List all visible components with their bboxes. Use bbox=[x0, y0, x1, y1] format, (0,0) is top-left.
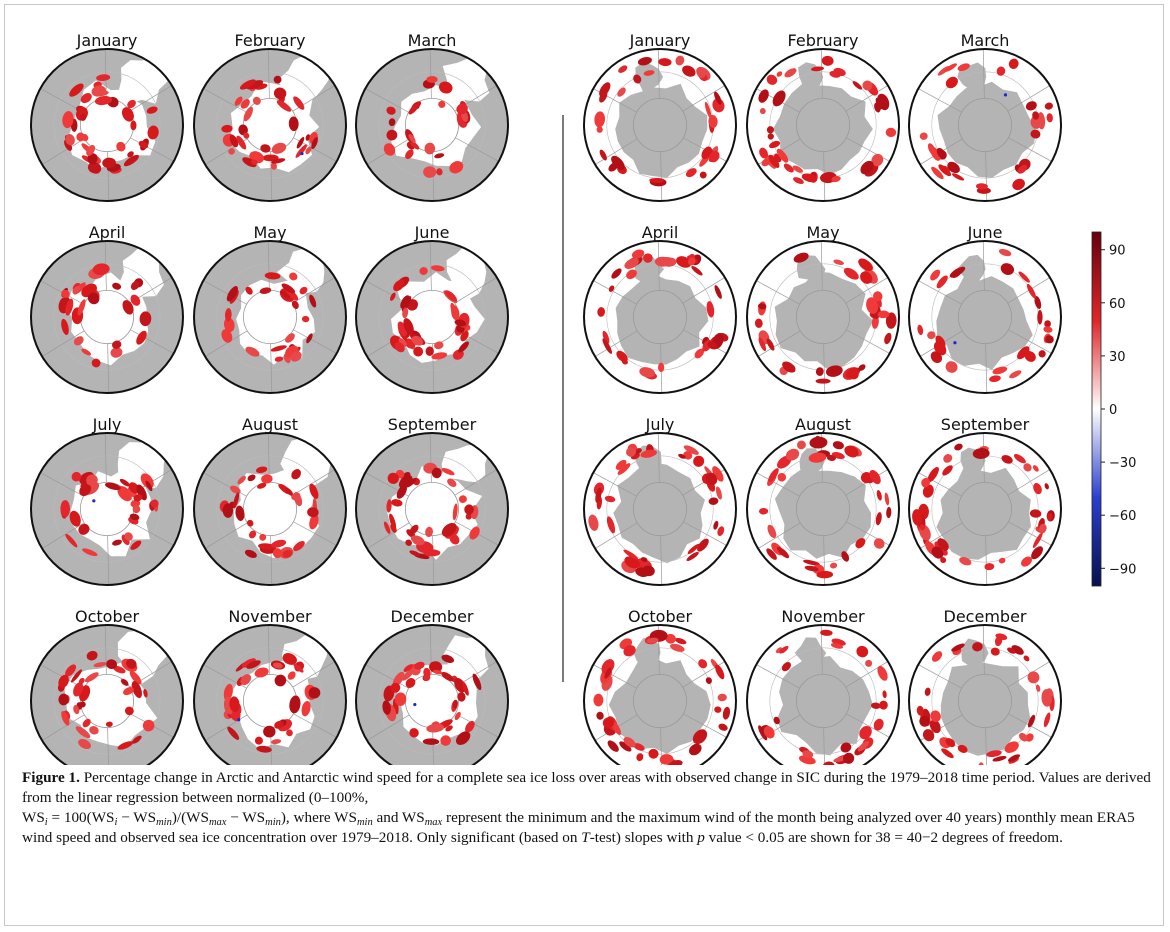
map-title: June bbox=[967, 223, 1003, 242]
map-title: February bbox=[235, 31, 306, 50]
map-title: July bbox=[645, 415, 675, 434]
polar-map bbox=[909, 49, 1061, 201]
map-title: December bbox=[391, 607, 474, 626]
caption-label: Figure 1. bbox=[22, 769, 80, 786]
polar-map bbox=[584, 625, 736, 765]
colorbar-tick-label: −90 bbox=[1109, 562, 1136, 577]
ice-change bbox=[133, 505, 141, 513]
caption-sub: max bbox=[209, 817, 227, 828]
polar-map bbox=[356, 241, 508, 393]
ice-change-negative bbox=[413, 703, 416, 706]
polar-map bbox=[747, 625, 899, 765]
polar-map bbox=[584, 49, 736, 201]
polar-map bbox=[909, 625, 1061, 765]
caption-text: value < 0.05 are shown for 38 = 40−2 deg… bbox=[705, 829, 1063, 846]
map-title: May bbox=[253, 223, 286, 242]
polar-map bbox=[356, 625, 508, 765]
ice-change-negative bbox=[237, 718, 240, 721]
caption-text: − WS bbox=[226, 809, 265, 826]
caption-text: = 100(WS bbox=[48, 809, 115, 826]
map-title: April bbox=[89, 223, 126, 242]
caption-text: ), where WS bbox=[281, 809, 357, 826]
polar-map bbox=[584, 241, 736, 393]
map-title: December bbox=[944, 607, 1027, 626]
polar-map bbox=[747, 433, 899, 585]
colorbar-tick-label: 0 bbox=[1109, 403, 1117, 418]
polar-map bbox=[194, 49, 346, 201]
polar-map bbox=[356, 49, 508, 201]
map-title: April bbox=[642, 223, 679, 242]
map-title: October bbox=[75, 607, 139, 626]
caption-sub: min bbox=[357, 817, 373, 828]
caption-text: -test) slopes with bbox=[590, 829, 698, 846]
polar-map bbox=[194, 433, 346, 585]
map-title: March bbox=[408, 31, 457, 50]
caption-text: and WS bbox=[373, 809, 425, 826]
map-title: June bbox=[414, 223, 450, 242]
colorbar-tick-label: −30 bbox=[1109, 456, 1136, 471]
colorbar-tick-label: 90 bbox=[1109, 244, 1126, 259]
colorbar-tick-label: 60 bbox=[1109, 297, 1126, 312]
caption-text: WS bbox=[22, 809, 45, 826]
polar-map bbox=[747, 49, 899, 201]
map-title: November bbox=[228, 607, 312, 626]
caption-italic: p bbox=[697, 829, 705, 846]
polar-map bbox=[356, 433, 508, 585]
colorbar-tick-label: −60 bbox=[1109, 509, 1136, 524]
caption-text: )/(WS bbox=[172, 809, 209, 826]
polar-map bbox=[909, 433, 1061, 585]
ice-change-negative bbox=[1004, 93, 1007, 96]
figure: January February March April May June July Augu… bbox=[0, 0, 1170, 765]
map-title: February bbox=[788, 31, 859, 50]
polar-map bbox=[31, 49, 183, 201]
colorbar bbox=[1092, 232, 1101, 586]
ice-change-negative bbox=[300, 152, 303, 155]
polar-map bbox=[584, 433, 736, 585]
ice-change-negative bbox=[953, 341, 956, 344]
map-title: August bbox=[242, 415, 298, 434]
polar-map bbox=[909, 241, 1061, 393]
caption-italic: T bbox=[581, 829, 589, 846]
map-title: September bbox=[388, 415, 477, 434]
map-title: August bbox=[795, 415, 851, 434]
colorbar-tick-label: 30 bbox=[1109, 350, 1126, 365]
ice-change bbox=[816, 379, 831, 384]
map-title: March bbox=[961, 31, 1010, 50]
caption-text: − WS bbox=[117, 809, 156, 826]
polar-map bbox=[31, 625, 183, 765]
polar-map bbox=[194, 625, 346, 765]
ice-change-negative bbox=[92, 499, 95, 502]
caption-sub: min bbox=[156, 817, 172, 828]
ice-change bbox=[426, 76, 437, 83]
map-title: September bbox=[941, 415, 1030, 434]
polar-map bbox=[31, 241, 183, 393]
map-title: January bbox=[76, 31, 138, 50]
caption-sub: min bbox=[265, 817, 281, 828]
polar-map bbox=[747, 241, 899, 393]
polar-map bbox=[31, 433, 183, 585]
map-title: May bbox=[806, 223, 839, 242]
map-title: November bbox=[781, 607, 865, 626]
caption-sub: max bbox=[425, 817, 443, 828]
map-title: July bbox=[92, 415, 122, 434]
map-title: October bbox=[628, 607, 692, 626]
caption: Figure 1. Percentage change in Arctic an… bbox=[22, 768, 1157, 848]
polar-map bbox=[194, 241, 346, 393]
caption-text: Percentage change in Arctic and Antarcti… bbox=[22, 769, 1151, 806]
map-title: January bbox=[629, 31, 691, 50]
